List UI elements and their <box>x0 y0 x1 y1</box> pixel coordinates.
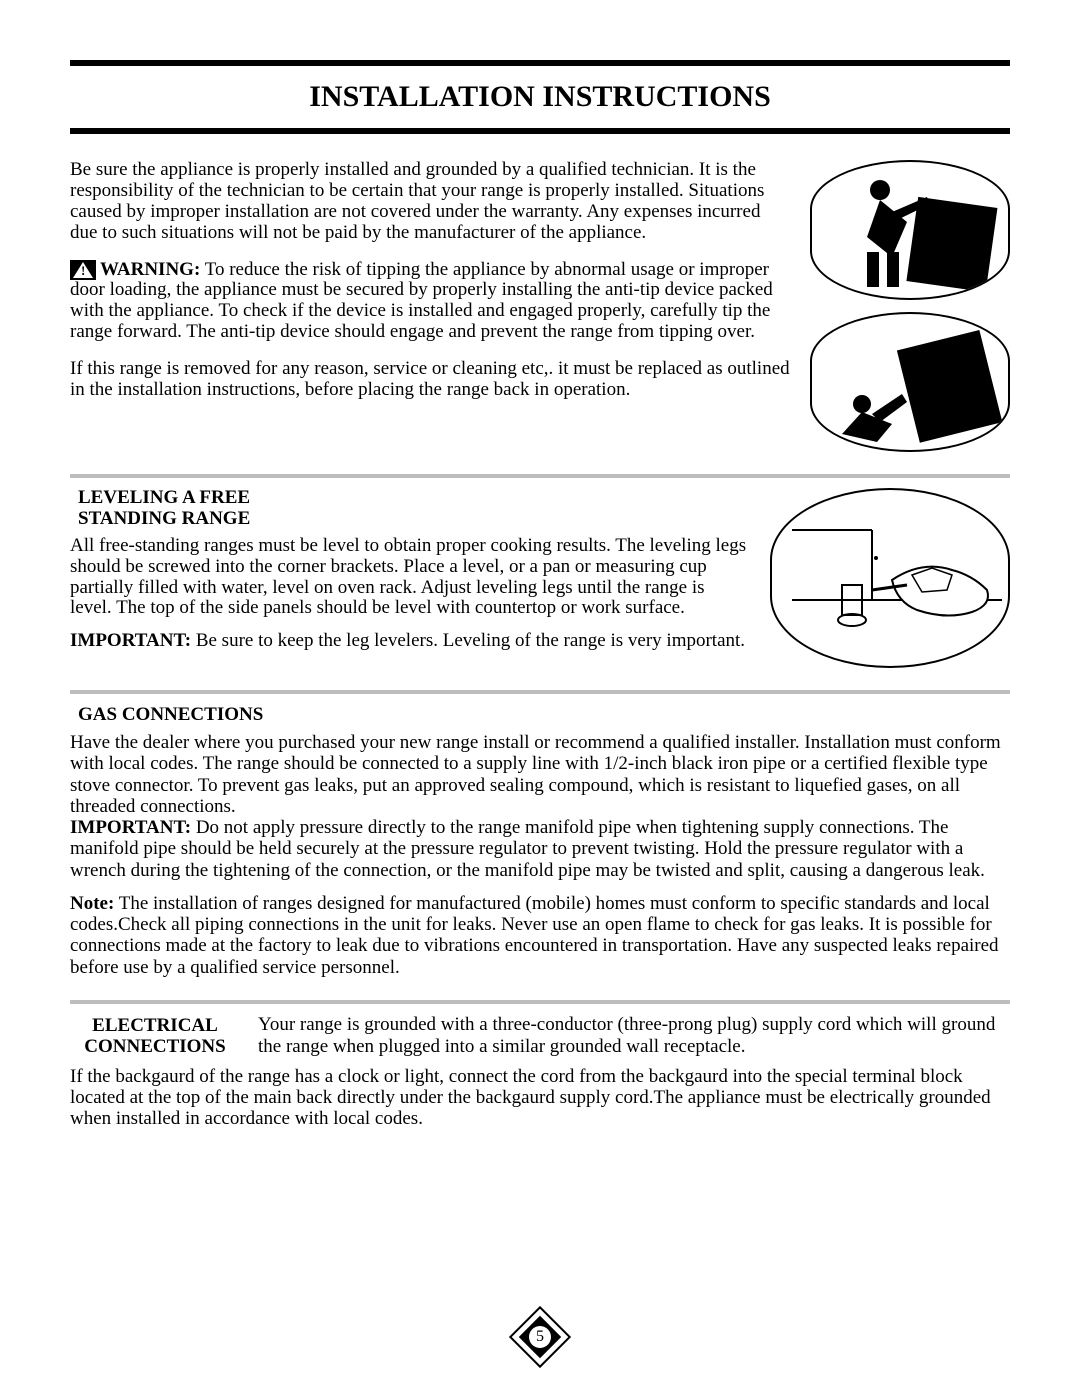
divider-1 <box>70 474 1010 478</box>
tip-illustration-1 <box>810 160 1010 300</box>
gas-note-text: The installation of ranges designed for … <box>70 893 999 978</box>
page-number: 5 <box>529 1326 551 1348</box>
page-title: INSTALLATION INSTRUCTIONS <box>70 66 1010 128</box>
intro-p1: Be sure the appliance is properly instal… <box>70 160 790 244</box>
leveling-text: LEVELING A FREE STANDING RANGE All free-… <box>70 488 750 668</box>
leveling-imp-label: IMPORTANT: <box>70 630 191 651</box>
leveling-heading-l1: LEVELING A FREE <box>78 487 250 508</box>
leveling-imp-text: Be sure to keep the leg levelers. Leveli… <box>191 630 745 651</box>
intro-p3: If this range is removed for any reason,… <box>70 359 790 401</box>
gas-section: GAS CONNECTIONS Have the dealer where yo… <box>70 704 1010 978</box>
gas-note-label: Note: <box>70 893 114 914</box>
electrical-section: ELECTRICAL CONNECTIONS Your range is gro… <box>70 1014 1010 1130</box>
electrical-lead: Your range is grounded with a three-cond… <box>258 1014 1010 1058</box>
gas-heading: GAS CONNECTIONS <box>78 704 1010 726</box>
leveling-important: IMPORTANT: Be sure to keep the leg level… <box>70 631 750 652</box>
title-rule <box>70 128 1010 134</box>
intro-section: Be sure the appliance is properly instal… <box>70 160 1010 452</box>
electrical-heading-l2: CONNECTIONS <box>84 1036 225 1057</box>
divider-3 <box>70 1000 1010 1004</box>
leveling-p1: All free-standing ranges must be level t… <box>70 536 750 620</box>
warning-label: WARNING: <box>100 259 200 280</box>
gas-imp-text: Do not apply pressure directly to the ra… <box>70 817 985 881</box>
gas-note: Note: The installation of ranges designe… <box>70 893 1010 978</box>
intro-text: Be sure the appliance is properly instal… <box>70 160 790 452</box>
electrical-heading-l1: ELECTRICAL <box>92 1015 218 1036</box>
gas-important: IMPORTANT: Do not apply pressure directl… <box>70 817 1010 881</box>
leveling-illustration-wrap <box>770 488 1010 668</box>
warning-icon <box>70 260 96 280</box>
gas-imp-label: IMPORTANT: <box>70 817 191 838</box>
electrical-p2: If the backgaurd of the range has a cloc… <box>70 1066 1010 1130</box>
intro-warning: WARNING: To reduce the risk of tipping t… <box>70 260 790 344</box>
page-number-ornament: 5 <box>510 1307 570 1367</box>
electrical-heading: ELECTRICAL CONNECTIONS <box>70 1014 240 1058</box>
leveling-heading-l2: STANDING RANGE <box>78 508 250 529</box>
leveling-section: LEVELING A FREE STANDING RANGE All free-… <box>70 488 1010 668</box>
gas-text: Have the dealer where you purchased your… <box>70 732 1010 978</box>
leveling-illustration <box>770 488 1010 668</box>
gas-p1: Have the dealer where you purchased your… <box>70 732 1010 817</box>
electrical-row: ELECTRICAL CONNECTIONS Your range is gro… <box>70 1014 1010 1058</box>
tip-illustration-2 <box>810 312 1010 452</box>
tip-illustrations <box>810 160 1010 452</box>
divider-2 <box>70 690 1010 694</box>
leveling-heading: LEVELING A FREE STANDING RANGE <box>78 488 750 530</box>
